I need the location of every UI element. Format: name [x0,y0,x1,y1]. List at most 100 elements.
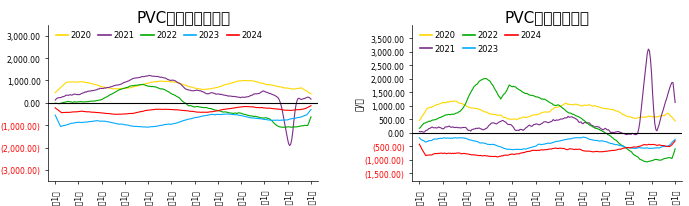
2023 [290,118,298,120]
2022 [432,118,440,121]
2022 [68,102,76,104]
2023 [456,137,464,139]
2024 [654,144,662,147]
2023 [579,136,587,139]
2021 [644,49,652,51]
2021 [285,145,294,147]
2020 [449,100,457,103]
2023 [143,126,152,129]
2022 [287,126,296,129]
2023 [92,120,100,122]
2020 [220,84,229,87]
2022 [643,161,651,163]
2020 [92,84,100,87]
2022 [415,128,424,130]
2023 [68,122,76,125]
2024 [138,111,147,113]
2023 [62,124,70,127]
2020 [503,118,511,121]
2022 [586,124,594,126]
2020 [457,102,465,105]
Line: 2023: 2023 [55,110,311,128]
2022 [51,102,59,105]
2023 [655,147,664,150]
Line: 2024: 2024 [55,106,311,115]
Title: PVC外采电石法利润: PVC外采电石法利润 [136,11,230,25]
Line: 2020: 2020 [420,102,675,121]
2022 [655,159,664,162]
2021 [51,99,59,102]
2024 [62,112,70,114]
Line: 2020: 2020 [55,81,311,94]
2021 [145,75,154,77]
2023 [51,114,59,117]
Legend: 2020, 2021, 2022, 2023, 2024: 2020, 2021, 2022, 2023, 2024 [52,28,266,43]
2024 [112,114,121,116]
2021 [432,127,440,130]
2020 [586,104,594,107]
2022 [456,111,464,113]
2021 [655,124,664,126]
2024 [456,152,464,155]
2023 [671,138,679,141]
Line: 2021: 2021 [420,50,675,135]
2020 [415,120,424,122]
2022 [138,84,146,86]
2022 [482,78,490,80]
2021 [456,127,464,129]
2020 [62,82,70,84]
2022 [138,84,147,86]
Line: 2023: 2023 [420,137,675,150]
2023 [432,138,440,141]
2024 [307,105,315,107]
2024 [426,154,434,156]
2021 [623,134,631,136]
2024 [290,109,298,112]
2020 [307,93,315,96]
2020 [671,120,679,123]
2020 [426,107,434,109]
2021 [671,102,679,104]
2023 [138,126,146,129]
2020 [654,116,662,118]
Text: 图 1：PVC 外采电石法利润: 图 1：PVC 外采电石法利润 [54,11,142,21]
Line: 2022: 2022 [420,79,675,162]
2020 [51,92,59,94]
Line: 2021: 2021 [55,76,311,146]
2023 [426,140,434,142]
2021 [502,122,510,124]
2024 [92,112,100,114]
2024 [503,154,511,157]
2021 [584,122,593,124]
2021 [415,131,424,133]
Y-axis label: 元/吨: 元/吨 [354,96,364,110]
2020 [290,88,298,91]
2023 [586,139,595,141]
2024 [415,143,424,146]
2020 [432,104,440,106]
2024 [586,150,594,153]
2022 [62,101,70,104]
2021 [426,128,434,130]
2024 [432,153,440,155]
2021 [307,98,315,101]
2024 [671,140,679,142]
2021 [68,94,76,97]
2022 [503,89,511,92]
Text: 图 2：PVC 氯碱综合利润: 图 2：PVC 氯碱综合利润 [418,11,500,21]
2021 [92,89,100,92]
2024 [68,111,76,114]
2024 [51,107,59,110]
2022 [221,111,229,114]
Title: PVC氯碱综合利润: PVC氯碱综合利润 [505,11,590,25]
2020 [240,80,249,82]
2022 [92,100,100,103]
2022 [671,148,679,150]
2022 [426,121,434,123]
2021 [221,95,229,97]
2022 [291,126,299,128]
2024 [221,108,229,111]
2020 [138,84,146,87]
2023 [509,149,517,151]
2020 [68,81,76,84]
